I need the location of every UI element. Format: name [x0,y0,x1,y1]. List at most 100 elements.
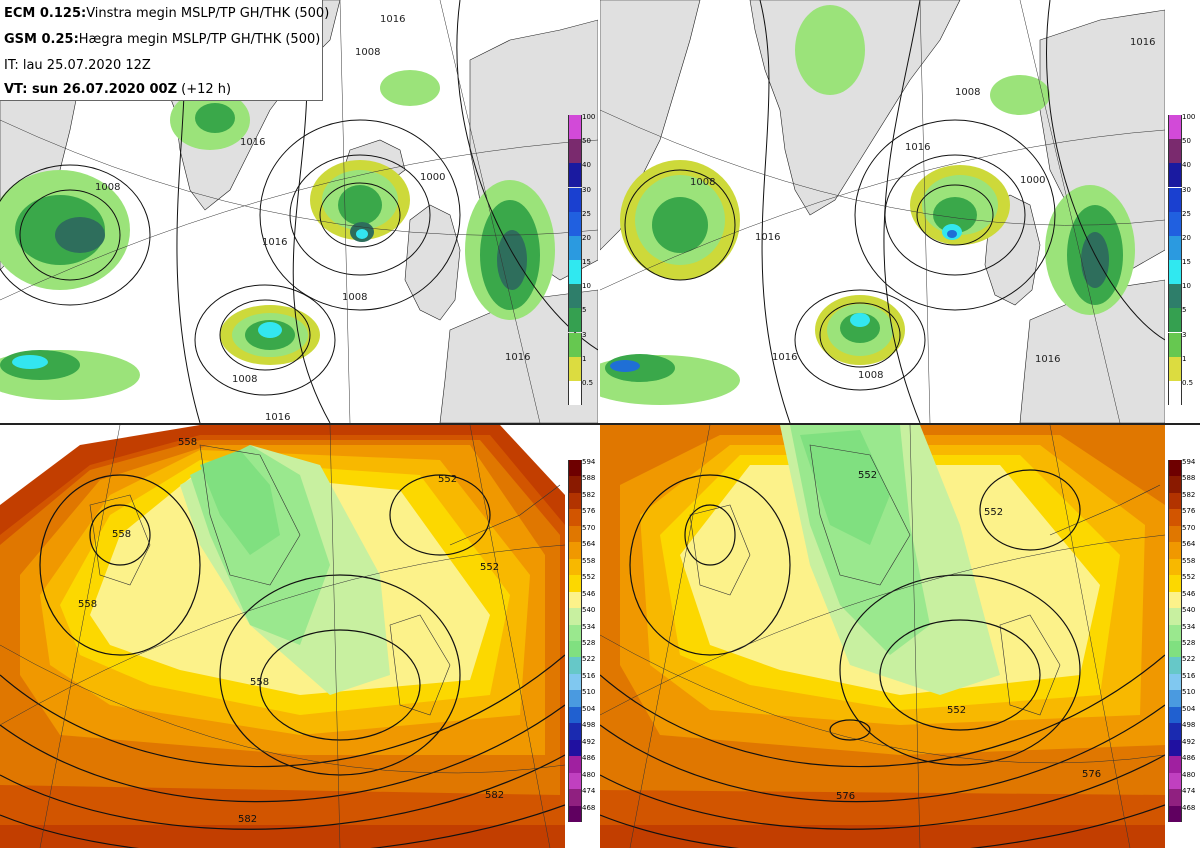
isobar-label: 1008 [232,374,257,385]
colorbar-swatch [568,542,582,559]
gsm-mslp-svg: 1016 1008 1016 1000 1008 1016 1008 1016 … [600,0,1165,423]
colorbar-swatch [1168,476,1182,493]
colorbar-swatch [568,115,582,140]
colorbar-swatch [568,356,582,381]
colorbar-swatch [568,163,582,188]
colorbar-swatch [1168,235,1182,260]
colorbar-label: 50 [1182,137,1191,146]
canada-land [600,0,701,251]
colorbar-swatch [1168,772,1182,790]
colorbar-label: 15 [582,258,591,266]
colorbar-swatch [568,380,582,405]
contour-label: 582 [238,814,257,825]
colorbar-swatch [568,139,582,164]
colorbar-swatch [1168,260,1182,285]
colorbar-swatch [568,492,582,510]
colorbar-swatch [1168,187,1182,212]
colorbar-label: 468 [582,803,596,812]
panel-divider-horizontal [0,423,1200,425]
colorbar-label: 5 [1182,306,1187,315]
colorbar-label: 474 [582,787,596,796]
colorbar-swatch [1168,690,1182,707]
colorbar-swatch [568,525,582,543]
info-vt-extra: (+12 h) [181,82,232,97]
gh-colorbar-left: 594 588 582 576 570 564 558 552 546 540 534 528 522 5… [568,458,598,822]
contour-label: 558 [78,599,97,610]
colorbar-swatch [1168,525,1182,543]
colorbar-swatch [1168,624,1182,641]
colorbar-swatch [568,673,582,691]
colorbar-label: 552 [1182,573,1196,582]
colorbar-label: 552 [582,573,596,582]
info-line-ecm: ECM 0.125:Vinstra megin MSLP/TP GH/THK (… [4,6,329,21]
colorbar-label: 30 [1182,185,1191,194]
colorbar-label: 522 [582,655,596,664]
gh-band-528 [200,450,280,555]
colorbar-swatch [568,575,582,592]
colorbar-swatch [568,624,582,641]
colorbar-label: 3 [582,330,587,339]
colorbar-swatch [1168,641,1182,658]
colorbar-swatch [568,558,582,576]
colorbar-label: 564 [1182,540,1196,549]
colorbar-swatch [1168,332,1182,357]
colorbar-label: 474 [1182,787,1196,796]
ecm-gh-map: 558 558 552 558 558 552 582 582 [0,425,565,848]
colorbar-label: 588 [582,474,596,483]
colorbar-swatch [568,641,582,658]
colorbar-label: 480 [1182,770,1196,779]
colorbar-label: 582 [582,490,596,499]
ecm-gh-svg: 558 558 552 558 558 552 582 582 [0,425,565,848]
gh-graticule [600,425,1165,848]
colorbar-swatch [568,591,582,609]
colorbar-label: 498 [1182,721,1196,730]
contour-label: 558 [250,677,269,688]
colorbar-label: 594 [1182,458,1196,466]
precip-colorbar-left: 100 50 40 30 25 20 15 10 5 3 1 0.5 [568,113,598,405]
colorbar-swatch [1168,380,1182,405]
colorbar-label: 50 [582,137,591,146]
colorbar-swatch [568,187,582,212]
colorbar-label: 576 [582,507,596,516]
colorbar-label: 546 [582,589,596,598]
colorbar-label: 516 [582,671,596,680]
isobar-label: 1008 [955,87,980,98]
isobar-label: 1008 [858,370,883,381]
colorbar-swatch [1168,163,1182,188]
gsm-gh-svg: 552 552 552 576 576 [600,425,1165,848]
colorbar-label: 100 [1182,113,1196,121]
colorbar-label: 10 [1182,282,1191,291]
contour-label: 552 [438,474,457,485]
gh-colorbar-right: 594 588 582 576 570 564 558 552 546 540 534 528 522 5… [1168,458,1198,822]
colorbar-label: 492 [582,737,596,746]
colorbar-swatch [1168,805,1182,822]
colorbar-label: 486 [1182,754,1196,763]
gh-contours [0,474,565,848]
contour-label: 552 [858,470,877,481]
colorbar-label: 510 [1182,688,1196,697]
gh-graticule [0,425,565,848]
info-line-it: IT: lau 25.07.2020 12Z [4,58,151,73]
gh-coastlines [689,444,1161,716]
colorbar-label: 516 [1182,671,1196,680]
colorbar-label: 504 [1182,704,1196,713]
colorbar-swatch [1168,139,1182,164]
colorbar-label: 570 [582,523,596,532]
colorbar-swatch [568,260,582,285]
colorbar-label: 588 [1182,474,1196,483]
gh-band-528 [800,430,890,545]
colorbar-swatch [1168,211,1182,236]
colorbar-label: 15 [1182,258,1191,266]
info-gsm-desc: Hægra megin MSLP/TP GH/THK (500) [78,32,321,47]
colorbar-label: 25 [582,209,591,218]
colorbar-label: 540 [1182,606,1196,615]
contour-label: 552 [984,507,1003,518]
gsm-gh-map: 552 552 552 576 576 [600,425,1165,848]
colorbar-swatch [1168,308,1182,333]
info-line-vt: VT: sun 26.07.2020 00Z (+12 h) [4,82,231,97]
colorbar-label: 1 [1182,354,1187,363]
colorbar-label: 486 [582,754,596,763]
colorbar-swatch [1168,608,1182,625]
colorbar-swatch [568,460,582,477]
colorbar-label: 534 [1182,622,1196,631]
